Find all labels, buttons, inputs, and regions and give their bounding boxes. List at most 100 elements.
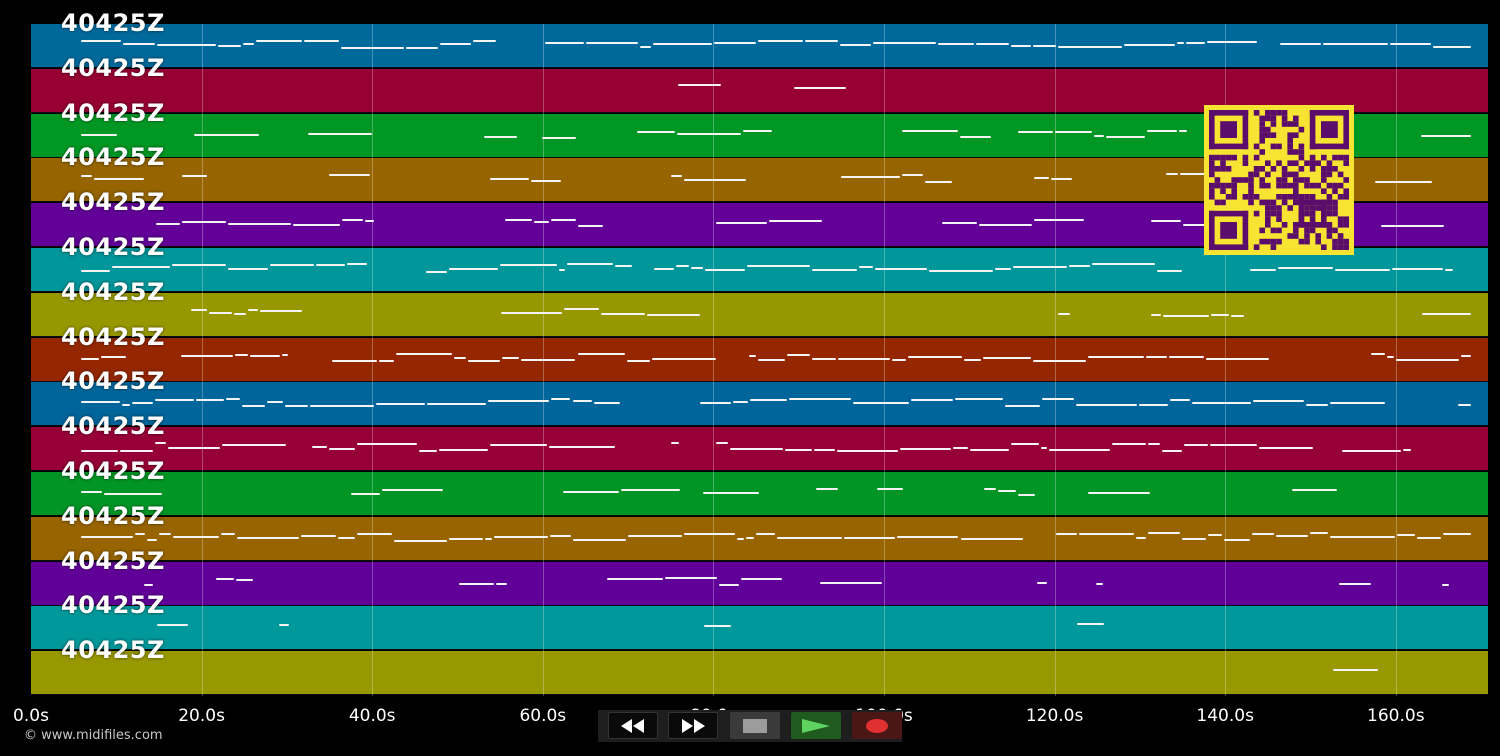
note <box>1339 582 1372 585</box>
note <box>875 267 927 270</box>
note <box>788 398 852 401</box>
track-row[interactable] <box>31 382 1488 427</box>
note <box>606 578 663 581</box>
track-label: 40425Z <box>61 501 165 530</box>
note <box>453 357 467 360</box>
track-row[interactable] <box>31 292 1488 337</box>
note <box>500 263 557 266</box>
note <box>225 397 241 400</box>
note <box>1443 532 1471 535</box>
note <box>1390 42 1432 45</box>
note <box>484 135 517 138</box>
note <box>1037 581 1048 584</box>
rewind-button[interactable] <box>608 712 658 739</box>
track-row[interactable] <box>31 24 1488 68</box>
note <box>844 537 895 540</box>
track-row[interactable] <box>31 606 1488 651</box>
note <box>732 401 748 404</box>
note <box>837 449 899 452</box>
note <box>81 491 102 494</box>
note <box>651 358 716 360</box>
play-button[interactable] <box>791 712 841 739</box>
note <box>1033 359 1087 362</box>
track-label: 40425Z <box>61 233 165 261</box>
note <box>819 582 882 585</box>
fast-forward-button[interactable] <box>668 712 718 739</box>
note <box>676 265 690 268</box>
note <box>637 131 676 134</box>
note <box>550 535 572 538</box>
note <box>924 181 952 184</box>
note <box>351 493 381 496</box>
note <box>236 537 299 540</box>
note <box>1018 130 1054 133</box>
note <box>158 533 172 536</box>
track-row[interactable] <box>31 651 1488 696</box>
note <box>558 268 566 271</box>
note <box>1210 444 1257 447</box>
note <box>1042 397 1075 400</box>
note <box>550 219 577 221</box>
note <box>101 356 126 359</box>
note <box>794 87 846 90</box>
note <box>427 402 487 405</box>
note <box>134 532 146 535</box>
note <box>1391 268 1443 271</box>
note <box>1185 42 1205 45</box>
note <box>1192 402 1252 405</box>
note <box>815 488 839 491</box>
note <box>713 42 757 45</box>
note <box>119 449 154 452</box>
note <box>542 136 577 139</box>
note <box>1034 219 1084 222</box>
note <box>1145 356 1167 359</box>
note <box>270 263 314 266</box>
note <box>346 263 367 266</box>
track-label: 40425Z <box>61 277 165 306</box>
note <box>1093 134 1104 137</box>
note <box>1040 446 1048 449</box>
note <box>1161 449 1183 452</box>
note <box>248 309 259 312</box>
note <box>1111 443 1146 446</box>
note <box>143 583 154 586</box>
note <box>896 536 959 539</box>
note <box>112 266 171 269</box>
track-row[interactable] <box>31 472 1488 516</box>
note <box>228 222 292 225</box>
stop-button[interactable] <box>730 712 780 739</box>
note <box>394 539 447 542</box>
track-label: 40425Z <box>61 143 165 172</box>
note <box>1087 491 1150 494</box>
note <box>315 263 345 266</box>
note <box>1179 129 1187 132</box>
note <box>279 624 289 627</box>
rewind-icon <box>621 718 644 733</box>
note <box>81 175 93 178</box>
note <box>448 537 484 540</box>
time-tick-label: 60.0s <box>519 706 567 726</box>
qr-code[interactable] <box>1204 105 1354 255</box>
note <box>1292 488 1338 491</box>
track-row[interactable] <box>31 516 1488 561</box>
note <box>813 448 836 451</box>
track-row[interactable] <box>31 561 1488 606</box>
note <box>182 221 227 224</box>
note <box>952 446 968 449</box>
note <box>285 405 308 408</box>
track-row[interactable] <box>31 248 1488 292</box>
note <box>1139 403 1169 406</box>
note <box>1380 224 1445 227</box>
note <box>1033 45 1056 48</box>
note <box>191 308 208 311</box>
note <box>1329 401 1385 404</box>
note <box>1444 269 1454 272</box>
note <box>1166 173 1178 176</box>
note <box>382 488 443 491</box>
record-button[interactable] <box>852 712 902 739</box>
time-tick-label: 0.0s <box>13 706 49 726</box>
track-label: 40425Z <box>61 188 165 217</box>
note <box>671 442 680 445</box>
note <box>983 356 1032 359</box>
note <box>329 174 371 177</box>
